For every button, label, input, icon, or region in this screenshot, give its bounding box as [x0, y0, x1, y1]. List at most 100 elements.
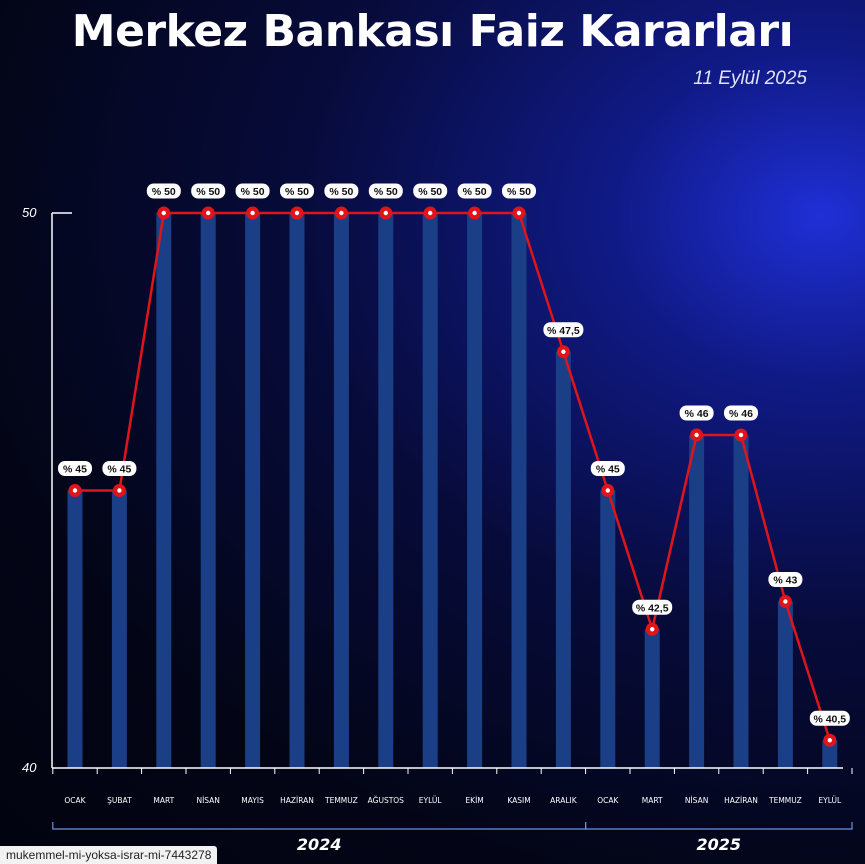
category-label: NİSAN [196, 796, 219, 805]
category-label: TEMMUZ [768, 796, 802, 805]
chart-title: Merkez Bankası Faiz Kararları [71, 6, 794, 57]
axes-layer: 50 40 [22, 205, 853, 775]
category-label: AĞUSTOS [368, 796, 405, 805]
rate-point-center [516, 210, 522, 216]
data-label-bg [324, 183, 359, 199]
data-label: % 50 [507, 186, 531, 198]
rate-point-center [294, 210, 300, 216]
year-bracket [585, 822, 853, 830]
category-label: OCAK [597, 796, 619, 805]
data-label: % 45 [107, 464, 131, 476]
category-label: MART [642, 796, 663, 805]
data-label-bg [413, 183, 448, 199]
rate-point-center [561, 349, 566, 354]
data-label: % 43 [773, 575, 797, 587]
year-label: 2025 [697, 835, 742, 854]
rate-point-center [827, 738, 832, 743]
category-label: TEMMUZ [324, 796, 358, 805]
data-label: % 45 [63, 464, 87, 476]
rate-point-center [650, 627, 655, 632]
rate-point-center [783, 599, 788, 604]
rate-point-center [117, 488, 122, 493]
data-label-bg [768, 572, 803, 587]
category-label: OCAK [64, 796, 86, 805]
bar [200, 213, 216, 768]
data-label: % 50 [241, 186, 265, 198]
category-label: ARALIK [550, 796, 578, 805]
category-label: MART [153, 796, 174, 805]
category-label: EKİM [465, 796, 483, 805]
bar [777, 601, 793, 768]
bar [156, 213, 172, 768]
data-label-bg [235, 183, 270, 199]
data-label-bg [502, 183, 536, 199]
bar [555, 351, 571, 768]
bars-layer [67, 213, 838, 768]
data-label-bg [191, 183, 226, 199]
data-label: % 50 [285, 186, 309, 198]
bar [422, 213, 438, 768]
url-tag: mukemmel-mi-yoksa-israr-mi-7443278 [0, 846, 218, 864]
data-label: % 46 [685, 408, 709, 420]
category-label: HAZİRAN [724, 796, 758, 805]
year-bracket [52, 822, 587, 830]
data-label-bg [146, 183, 181, 199]
bar [245, 213, 261, 768]
data-label-bg [543, 322, 584, 338]
bar [689, 435, 705, 768]
data-label-bg [590, 461, 625, 476]
data-label-bg [457, 183, 492, 199]
chart-date: 11 Eylül 2025 [693, 68, 807, 89]
rate-point-center [206, 210, 211, 216]
category-label: ŞUBAT [107, 796, 132, 805]
bar [67, 490, 83, 768]
data-label-bg [102, 461, 137, 476]
data-label: % 50 [196, 186, 220, 198]
y-tick-label: 50 [22, 205, 37, 220]
data-label: % 50 [152, 186, 176, 198]
groups-layer: 2024 2025 [52, 822, 853, 854]
category-label: EYLÜL [419, 796, 443, 805]
data-label: % 50 [418, 186, 442, 198]
bar [733, 435, 749, 768]
rate-line [75, 211, 831, 741]
data-label-bg [632, 599, 673, 615]
rate-point-center [694, 432, 699, 438]
rate-point-center [428, 210, 433, 216]
x-labels-layer: OCAK ŞUBAT MART NİSAN MAYIS HAZİRAN TEMMUZ AĞUS… [64, 796, 842, 805]
data-label: % 50 [463, 186, 487, 198]
data-label: % 50 [329, 186, 353, 198]
category-label: HAZİRAN [280, 796, 314, 805]
data-label: % 50 [374, 186, 398, 198]
bar [822, 740, 838, 768]
data-label-bg [280, 183, 314, 199]
data-label-bg [368, 183, 403, 199]
data-label-bg [724, 405, 758, 421]
rate-point-center [250, 210, 255, 216]
year-label: 2024 [297, 835, 342, 854]
bar [644, 629, 660, 768]
rate-point-center [161, 210, 166, 216]
data-label-bg [809, 710, 850, 726]
data-label: % 46 [729, 408, 753, 420]
rate-point-center [605, 488, 610, 493]
data-label-bg [58, 461, 92, 476]
bar [289, 213, 305, 768]
bar [467, 213, 483, 768]
data-label: % 40,5 [813, 713, 846, 725]
data-label: % 45 [596, 464, 620, 476]
y-tick-label: 40 [22, 760, 37, 775]
rate-point-center [472, 210, 477, 216]
category-label: NİSAN [685, 796, 708, 805]
rate-point-center [339, 210, 344, 216]
data-label-bg [679, 405, 714, 421]
labels-layer: % 45 % 45 % 50 % 50 % 50 % 50 % 50 % 50 % 50 % 50… [58, 183, 850, 726]
rate-point-center [383, 210, 388, 216]
rate-point-center [738, 432, 744, 438]
category-label: EYLÜL [818, 796, 842, 805]
bar [333, 213, 349, 768]
category-label: MAYIS [241, 796, 264, 805]
data-label: % 42,5 [636, 602, 669, 614]
bar [511, 213, 527, 768]
